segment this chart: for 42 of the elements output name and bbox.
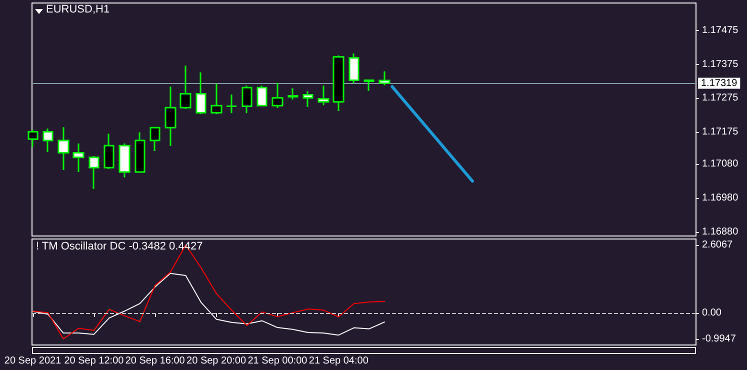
candlestick: [348, 52, 360, 84]
y-tick-label: 2.6067: [702, 240, 734, 251]
candlestick: [332, 54, 344, 112]
x-tick-label: 21 Sep 04:00: [308, 356, 369, 366]
chart-title: EURUSD,H1: [46, 4, 110, 16]
candlestick: [242, 84, 252, 114]
candlestick: [88, 155, 100, 190]
candlestick: [134, 132, 146, 173]
candlestick: [150, 126, 160, 152]
candlestick: [210, 82, 222, 115]
y-tick-label: 1.17275: [702, 92, 739, 104]
candlestick: [272, 82, 284, 109]
y-tick-label: -0.9947: [702, 333, 736, 344]
x-tick-label: 20 Sep 2021: [4, 356, 62, 366]
candlestick: [364, 78, 374, 92]
candlestick: [180, 64, 192, 110]
y-tick-label: 0.00: [702, 307, 722, 318]
candlestick: [118, 142, 130, 178]
y-tick-label: 1.16980: [702, 192, 739, 204]
x-tick-label: 20 Sep 20:00: [186, 356, 246, 366]
y-tick-label: 1.17175: [702, 126, 739, 138]
candlestick: [378, 70, 390, 86]
candlestick: [28, 128, 38, 148]
y-tick-label: 1.17080: [702, 158, 739, 170]
candlestick: [72, 142, 84, 173]
candlestick: [288, 88, 298, 100]
candlestick: [42, 128, 54, 153]
candlestick: [164, 86, 176, 147]
candlestick: [318, 84, 330, 106]
x-tick-label: 20 Sep 12:00: [64, 356, 124, 366]
y-tick-label: 1.17375: [702, 58, 739, 70]
ref-line-label: 1.17319: [701, 78, 738, 89]
x-tick-label: 21 Sep 00:00: [248, 356, 308, 366]
candlestick: [196, 72, 206, 115]
y-tick-label: 1.16880: [702, 226, 739, 238]
x-tick-label: 20 Sep 16:00: [125, 356, 186, 366]
candlestick: [302, 90, 314, 108]
candlestick: [256, 84, 268, 106]
candlestick: [104, 132, 114, 170]
y-tick-label: 1.17475: [702, 24, 739, 36]
candlestick: [58, 126, 70, 171]
candlestick: [226, 94, 238, 114]
